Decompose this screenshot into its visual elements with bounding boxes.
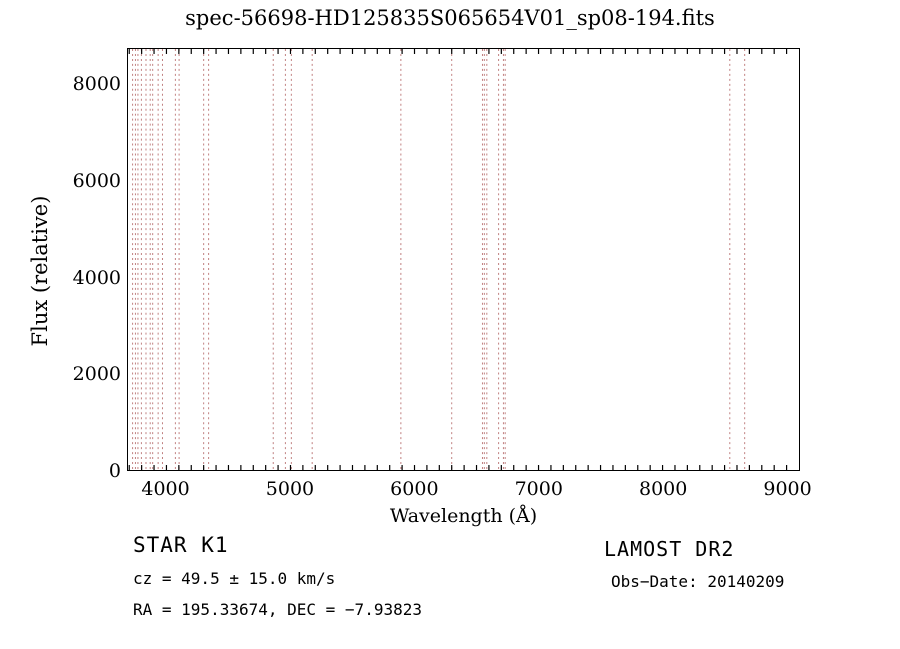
- x-tick-9000: 9000: [763, 478, 812, 500]
- y-axis-title: Flux (relative): [28, 195, 52, 347]
- x-axis-title: Wavelength (Å): [389, 505, 538, 527]
- plot-area: [127, 48, 800, 471]
- y-tick-8000: 8000: [72, 73, 121, 96]
- y-tick-6000: 6000: [72, 169, 121, 192]
- page-title: spec-56698-HD125835S065654V01_sp08-194.f…: [185, 6, 715, 30]
- survey-label: LAMOST DR2: [604, 537, 735, 561]
- y-tick-4000: 4000: [72, 266, 121, 289]
- object-class-label: STAR K1: [133, 533, 229, 557]
- y-tick-2000: 2000: [72, 363, 121, 386]
- x-tick-7000: 7000: [514, 478, 563, 500]
- x-tick-8000: 8000: [638, 478, 688, 500]
- x-tick-5000: 5000: [265, 478, 315, 500]
- observation-date-label: Obs−Date: 20140209: [611, 572, 785, 591]
- y-tick-0: 0: [108, 460, 121, 482]
- x-tick-6000: 6000: [390, 478, 439, 500]
- y-axis-tick-labels: 0 2000 4000 6000 8000: [35, 0, 121, 649]
- spectrum-svg: [128, 49, 788, 470]
- x-tick-4000: 4000: [141, 478, 190, 500]
- coordinates-label: RA = 195.33674, DEC = −7.93823: [133, 600, 422, 619]
- redshift-velocity-label: cz = 49.5 ± 15.0 km/s: [133, 569, 336, 588]
